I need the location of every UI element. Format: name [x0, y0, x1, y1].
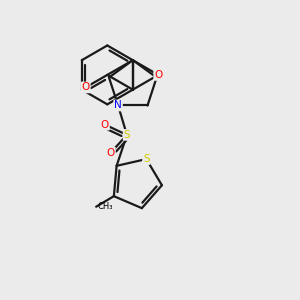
Text: CH₃: CH₃	[98, 202, 113, 211]
Text: O: O	[101, 120, 109, 130]
Text: O: O	[82, 82, 90, 92]
Text: S: S	[143, 154, 150, 164]
Text: O: O	[154, 70, 162, 80]
Text: O: O	[106, 148, 115, 158]
Text: S: S	[124, 130, 130, 140]
Text: N: N	[114, 100, 122, 110]
